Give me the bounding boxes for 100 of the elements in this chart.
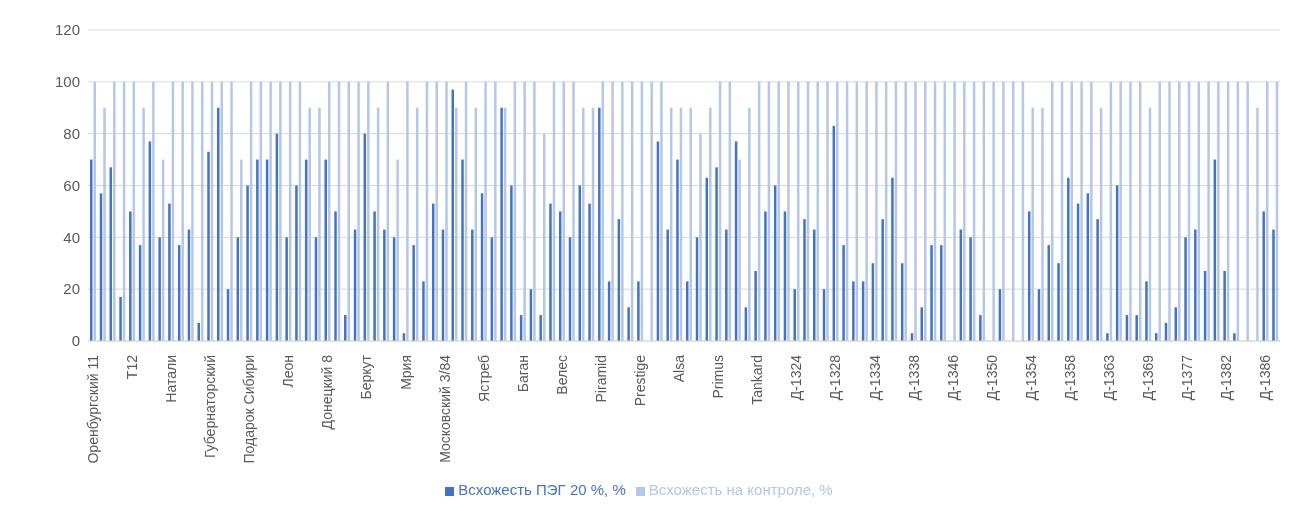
bar bbox=[240, 159, 243, 341]
bar bbox=[295, 185, 298, 341]
y-tick-label: 60 bbox=[63, 176, 80, 194]
x-tick-label: Натали bbox=[163, 355, 180, 403]
bar bbox=[373, 211, 376, 341]
bar bbox=[533, 81, 536, 341]
bar bbox=[930, 245, 933, 341]
y-tick-label: 120 bbox=[54, 21, 80, 39]
y-tick-label: 0 bbox=[71, 332, 80, 350]
bar bbox=[435, 81, 438, 341]
bar bbox=[308, 107, 311, 341]
bar bbox=[367, 81, 370, 341]
bar bbox=[777, 81, 780, 341]
bar bbox=[836, 81, 839, 341]
x-tick-label: Tankard bbox=[749, 355, 766, 405]
bar bbox=[666, 229, 669, 341]
bar bbox=[660, 81, 663, 341]
bar bbox=[318, 107, 321, 341]
x-tick-label: T12 bbox=[123, 354, 140, 380]
x-tick-label: Prestige bbox=[632, 354, 649, 407]
bar bbox=[510, 185, 513, 341]
bar bbox=[676, 159, 679, 341]
bar bbox=[650, 81, 653, 341]
bar bbox=[1067, 177, 1070, 341]
bar bbox=[1207, 81, 1210, 341]
x-tick-label: Д-1338 bbox=[905, 354, 922, 401]
bar bbox=[865, 81, 868, 341]
bar bbox=[168, 203, 171, 341]
bar bbox=[1233, 333, 1236, 341]
x-tick-label: Губернаторский bbox=[202, 355, 219, 459]
bar bbox=[191, 81, 194, 341]
bar bbox=[842, 245, 845, 341]
x-tick-label: Велес bbox=[553, 355, 570, 395]
bar bbox=[582, 107, 585, 341]
bar bbox=[881, 219, 884, 341]
bar bbox=[1051, 81, 1054, 341]
bar bbox=[1223, 271, 1226, 341]
bar bbox=[129, 211, 132, 341]
bar bbox=[992, 81, 995, 341]
bar bbox=[803, 219, 806, 341]
bar bbox=[197, 322, 200, 341]
x-tick-label: Д-1369 bbox=[1140, 354, 1157, 401]
bar bbox=[953, 81, 956, 341]
bar bbox=[1106, 333, 1109, 341]
legend-label: Всхожесть ПЭГ 20 %, % bbox=[458, 481, 626, 498]
x-tick-label: Д-1328 bbox=[827, 354, 844, 401]
bar bbox=[1256, 107, 1259, 341]
bar bbox=[217, 107, 220, 341]
bar bbox=[764, 211, 767, 341]
bar bbox=[269, 81, 272, 341]
bar bbox=[142, 107, 145, 341]
bar bbox=[904, 81, 907, 341]
x-tick-label: Д-1386 bbox=[1257, 354, 1274, 401]
bar bbox=[152, 81, 155, 341]
x-tick-label: Леон bbox=[280, 355, 297, 388]
bar bbox=[500, 107, 503, 341]
legend-label: Всхожесть на контроле, % bbox=[648, 481, 833, 498]
bar bbox=[445, 81, 448, 341]
x-tick-label: Ястреб bbox=[475, 355, 492, 402]
bar bbox=[285, 237, 288, 341]
bar bbox=[412, 245, 415, 341]
bar bbox=[523, 81, 526, 341]
bar bbox=[725, 229, 728, 341]
x-tick-label: Донецкий 8 bbox=[319, 354, 336, 430]
x-tick-label: Д-1354 bbox=[1022, 354, 1039, 401]
x-tick-label: Alsa bbox=[671, 354, 688, 383]
bar bbox=[1041, 107, 1044, 341]
bar bbox=[1184, 237, 1187, 341]
bar bbox=[1158, 81, 1161, 341]
y-tick-label: 100 bbox=[54, 73, 80, 91]
bar bbox=[422, 281, 425, 341]
bar bbox=[103, 107, 106, 341]
bar bbox=[324, 159, 327, 341]
bar bbox=[979, 315, 982, 341]
bar bbox=[1090, 81, 1093, 341]
bar bbox=[686, 281, 689, 341]
bar bbox=[1145, 281, 1148, 341]
y-tick-label: 40 bbox=[63, 228, 80, 246]
bar bbox=[406, 81, 409, 341]
bar bbox=[334, 211, 337, 341]
x-tick-label: Д-1382 bbox=[1218, 354, 1235, 401]
bar bbox=[1080, 81, 1083, 341]
bar bbox=[914, 81, 917, 341]
bar bbox=[230, 81, 233, 341]
x-tick-label: Д-1324 bbox=[788, 354, 805, 401]
x-tick-label: Московский 3/84 bbox=[436, 354, 453, 463]
bar bbox=[627, 307, 630, 341]
bar bbox=[715, 167, 718, 341]
bar bbox=[246, 185, 249, 341]
bar bbox=[754, 271, 757, 341]
x-tick-label: Primus bbox=[710, 355, 727, 399]
bar bbox=[621, 81, 624, 341]
bar bbox=[891, 177, 894, 341]
bar bbox=[494, 81, 497, 341]
bar bbox=[1262, 211, 1265, 341]
y-tick-label: 20 bbox=[63, 280, 80, 298]
bar bbox=[455, 107, 458, 341]
x-tick-label: Оренбургский 11 bbox=[84, 354, 101, 464]
bar bbox=[1002, 81, 1005, 341]
bar bbox=[484, 81, 487, 341]
